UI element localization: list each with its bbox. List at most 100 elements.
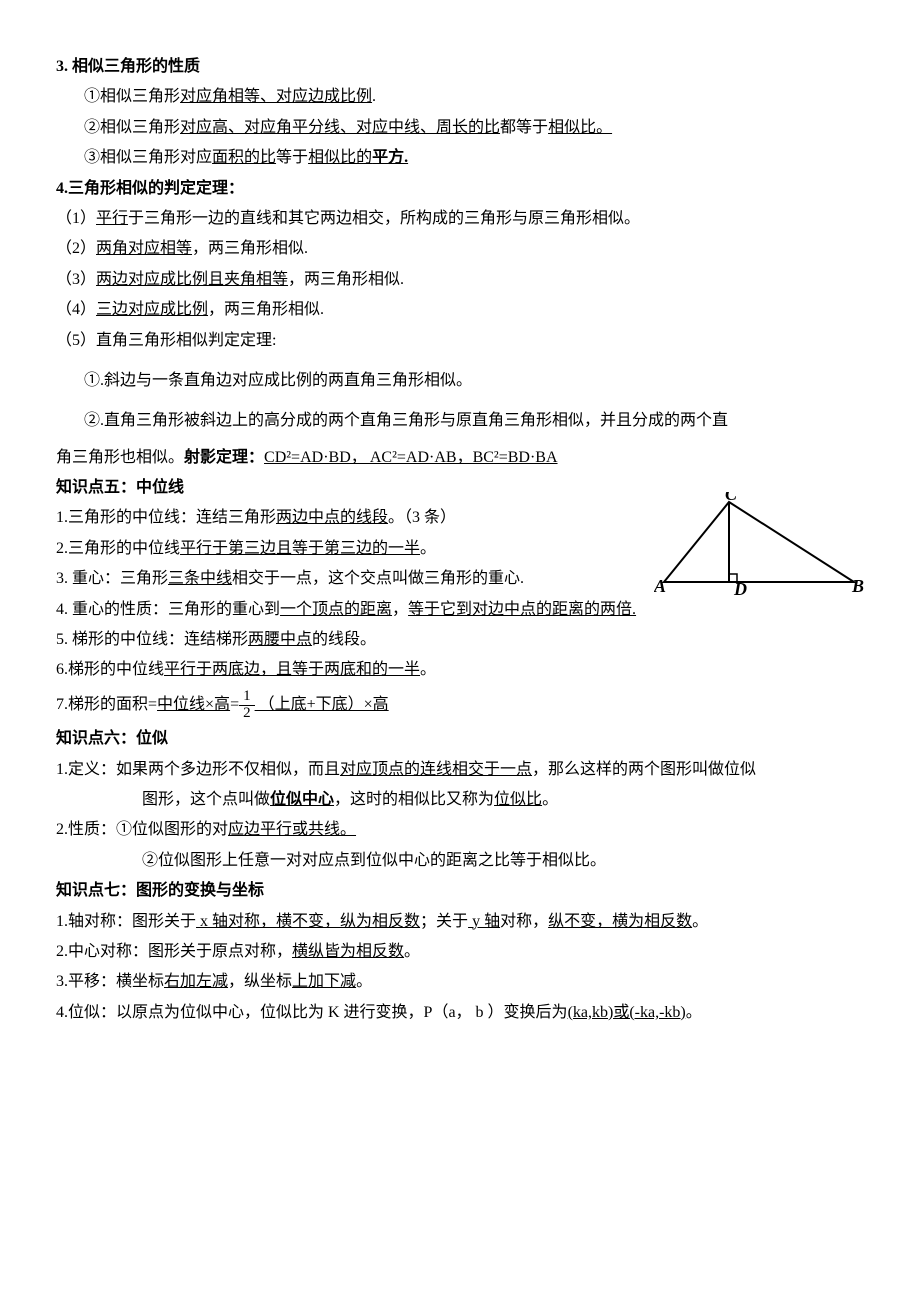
s4s5-2-t0: 直角三角形被斜边上的高分成的两个直角三角形与原直角三角形相似，并且分成的两个直 — [104, 412, 728, 429]
s6-1b-t1: ，这时的相似比又称为 — [334, 791, 494, 808]
s5-item-5: 5. 梯形的中位线：连结梯形两腰中点的线段。 — [56, 625, 872, 655]
s5-4-prefix: 4. — [56, 601, 68, 618]
s4s5b-b0: 射影定理： — [184, 449, 264, 466]
s7-3-u0: 右加左减 — [164, 973, 228, 990]
s5-6-prefix: 6. — [56, 661, 68, 678]
s5-3-u0: 三条中线 — [168, 570, 232, 587]
s4-2-t1: ，两三角形相似. — [192, 240, 308, 257]
s5-3-t1: 相交于一点，这个交点叫做三角形的重心. — [232, 570, 524, 587]
s4-2-prefix: （2） — [56, 240, 96, 257]
s7-1-t2: 对称， — [500, 913, 548, 930]
s6-item-2b: ②位似图形上任意一对对应点到位似中心的距离之比等于相似比。 — [142, 846, 872, 876]
s4s5-1-prefix: ①. — [84, 372, 104, 389]
s6-1b-bu0: 位似中心 — [270, 791, 334, 808]
label-D: D — [733, 579, 747, 597]
s5-7-u1: （上底+下底）×高 — [255, 696, 389, 713]
s6-item-1b: 图形，这个点叫做位似中心，这时的相似比又称为位似比。 — [142, 785, 872, 815]
s3-2-u1: 对应高、对应角平分线、对应中线、周长的比 — [180, 119, 500, 136]
s7-4-t0: 位似：以原点为位似中心，位似比为 K 进行变换，P（a， b ）变换后为 — [68, 1004, 568, 1021]
s5-item-7: 7.梯形的面积=中位线×高=12 （上底+下底）×高 — [56, 686, 872, 724]
s7-3-prefix: 3. — [56, 973, 68, 990]
s5-5-u0: 两腰中点 — [248, 631, 312, 648]
s5-1-t0: 三角形的中位线：连结三角形 — [68, 509, 276, 526]
s3-2-prefix: ② — [84, 119, 100, 136]
s7-1-t0: 轴对称：图形关于 — [68, 913, 196, 930]
s7-1-t3: 。 — [692, 913, 708, 930]
s6-2-prefix: 2. — [56, 821, 68, 838]
s6-1-t1: ，那么这样的两个图形叫做位似 — [532, 761, 756, 778]
s3-1-t2: . — [372, 88, 376, 105]
s4-4-prefix: （4） — [56, 301, 96, 318]
frac-num: 1 — [239, 689, 255, 706]
s5-6-t1: 。 — [420, 661, 436, 678]
s5-3-prefix: 3. — [56, 570, 68, 587]
s6-1b-t0: 图形，这个点叫做 — [142, 791, 270, 808]
s7-2-t0: 中心对称：图形关于原点对称， — [68, 943, 292, 960]
s4-3-prefix: （3） — [56, 271, 96, 288]
s5-4-t0: 重心的性质：三角形的重心到 — [68, 601, 280, 618]
s5-1-t1: 。（3 条） — [388, 509, 456, 526]
s5-item-6: 6.梯形的中位线平行于两底边，且等于两底和的一半。 — [56, 655, 872, 685]
s7-1-u3: 纵不变，横为相反数 — [548, 913, 692, 930]
s4-2-u1: 两角对应相等 — [96, 240, 192, 257]
s7-4-prefix: 4. — [56, 1004, 68, 1021]
s3-1-prefix: ① — [84, 88, 100, 105]
s7-2-prefix: 2. — [56, 943, 68, 960]
label-A: A — [654, 576, 666, 596]
s6-1b-t2: 。 — [542, 791, 558, 808]
document-root: 3. 相似三角形的性质 ①相似三角形对应角相等、对应边成比例. ②相似三角形对应… — [56, 52, 872, 1028]
s5-2-u0: 平行于第三边且等于第三边的一半 — [180, 540, 420, 557]
s3-item-1: ①相似三角形对应角相等、对应边成比例. — [84, 82, 872, 112]
s5-3-t0: 重心：三角形 — [68, 570, 168, 587]
s7-4-u0: (ka,kb)或(-ka,-kb) — [568, 1004, 686, 1021]
s4-3-u1: 两边对应成比例且夹角相等 — [96, 271, 288, 288]
s7-item-4: 4.位似：以原点为位似中心，位似比为 K 进行变换，P（a， b ）变换后为(k… — [56, 998, 872, 1028]
s5-2-prefix: 2. — [56, 540, 68, 557]
s7-item-1: 1.轴对称：图形关于 x 轴对称，横不变，纵为相反数；关于 y 轴对称，纵不变，… — [56, 907, 872, 937]
s4s5b-t0: 角三角形也相似。 — [56, 449, 184, 466]
s3-3-t1: 相似三角形对应 — [100, 149, 212, 166]
s5-5-prefix: 5. — [56, 631, 68, 648]
s6-1-t0: 定义：如果两个多边形不仅相似，而且 — [68, 761, 340, 778]
s6-2-t0: 性质：①位似图形的对 — [68, 821, 228, 838]
s4-item-3: （3）两边对应成比例且夹角相等，两三角形相似. — [56, 265, 872, 295]
s5-7-t1: = — [230, 696, 239, 713]
s7-2-u0: 横纵皆为相反数 — [292, 943, 404, 960]
s4-item-5: （5）直角三角形相似判定定理: — [56, 326, 872, 356]
s4-1-t1: 于三角形一边的直线和其它两边相交，所构成的三角形与原三角形相似。 — [128, 210, 640, 227]
s3-3-bu1: 平方. — [372, 149, 408, 166]
label-B: B — [851, 576, 864, 596]
s5-5-t1: 的线段。 — [312, 631, 376, 648]
s3-1-u1: 对应角相等、对应边成比例 — [180, 88, 372, 105]
s7-item-2: 2.中心对称：图形关于原点对称，横纵皆为相反数。 — [56, 937, 872, 967]
s6-2-u0: 应边平行或共线。 — [228, 821, 356, 838]
s6-1-u0: 对应顶点的连线相交于一点 — [340, 761, 532, 778]
s7-1-u2: y 轴 — [468, 913, 500, 930]
s3-3-prefix: ③ — [84, 149, 100, 166]
s3-3-u1: 面积的比 — [212, 149, 276, 166]
label-C: C — [725, 492, 738, 504]
s7-1-u1: 横不变，纵为相反数 — [276, 913, 420, 930]
s3-3-t2: 等于 — [276, 149, 308, 166]
s4-item-2: （2）两角对应相等，两三角形相似. — [56, 234, 872, 264]
s4-4-u1: 三边对应成比例 — [96, 301, 208, 318]
s3-2-u2: 相似比。 — [548, 119, 612, 136]
s5-5-t0: 梯形的中位线：连结梯形 — [68, 631, 248, 648]
s6-1-prefix: 1. — [56, 761, 68, 778]
s5-2-t0: 三角形的中位线 — [68, 540, 180, 557]
s4-sub5-2: ②.直角三角形被斜边上的高分成的两个直角三角形与原直角三角形相似，并且分成的两个… — [84, 406, 872, 436]
frac-den: 2 — [239, 706, 255, 722]
s6-item-1: 1.定义：如果两个多边形不仅相似，而且对应顶点的连线相交于一点，那么这样的两个图… — [56, 755, 872, 785]
s4-3-t1: ，两三角形相似. — [288, 271, 404, 288]
triangle-diagram: A B C D — [654, 492, 864, 597]
s5-1-prefix: 1. — [56, 509, 68, 526]
s4s5b-u0: CD²=AD·BD， AC²=AD·AB，BC²=BD·BA — [264, 449, 558, 466]
s7-item-3: 3.平移：横坐标右加左减，纵坐标上加下减。 — [56, 967, 872, 997]
s4s5-2-prefix: ②. — [84, 412, 104, 429]
s5-4-u0: 一个顶点的距离 — [280, 601, 392, 618]
s4-1-prefix: （1） — [56, 210, 96, 227]
s4-item-1: （1）平行于三角形一边的直线和其它两边相交，所构成的三角形与原三角形相似。 — [56, 204, 872, 234]
section-7-title: 知识点七：图形的变换与坐标 — [56, 876, 872, 906]
s7-3-t2: 。 — [356, 973, 372, 990]
s5-2-t1: 。 — [420, 540, 436, 557]
